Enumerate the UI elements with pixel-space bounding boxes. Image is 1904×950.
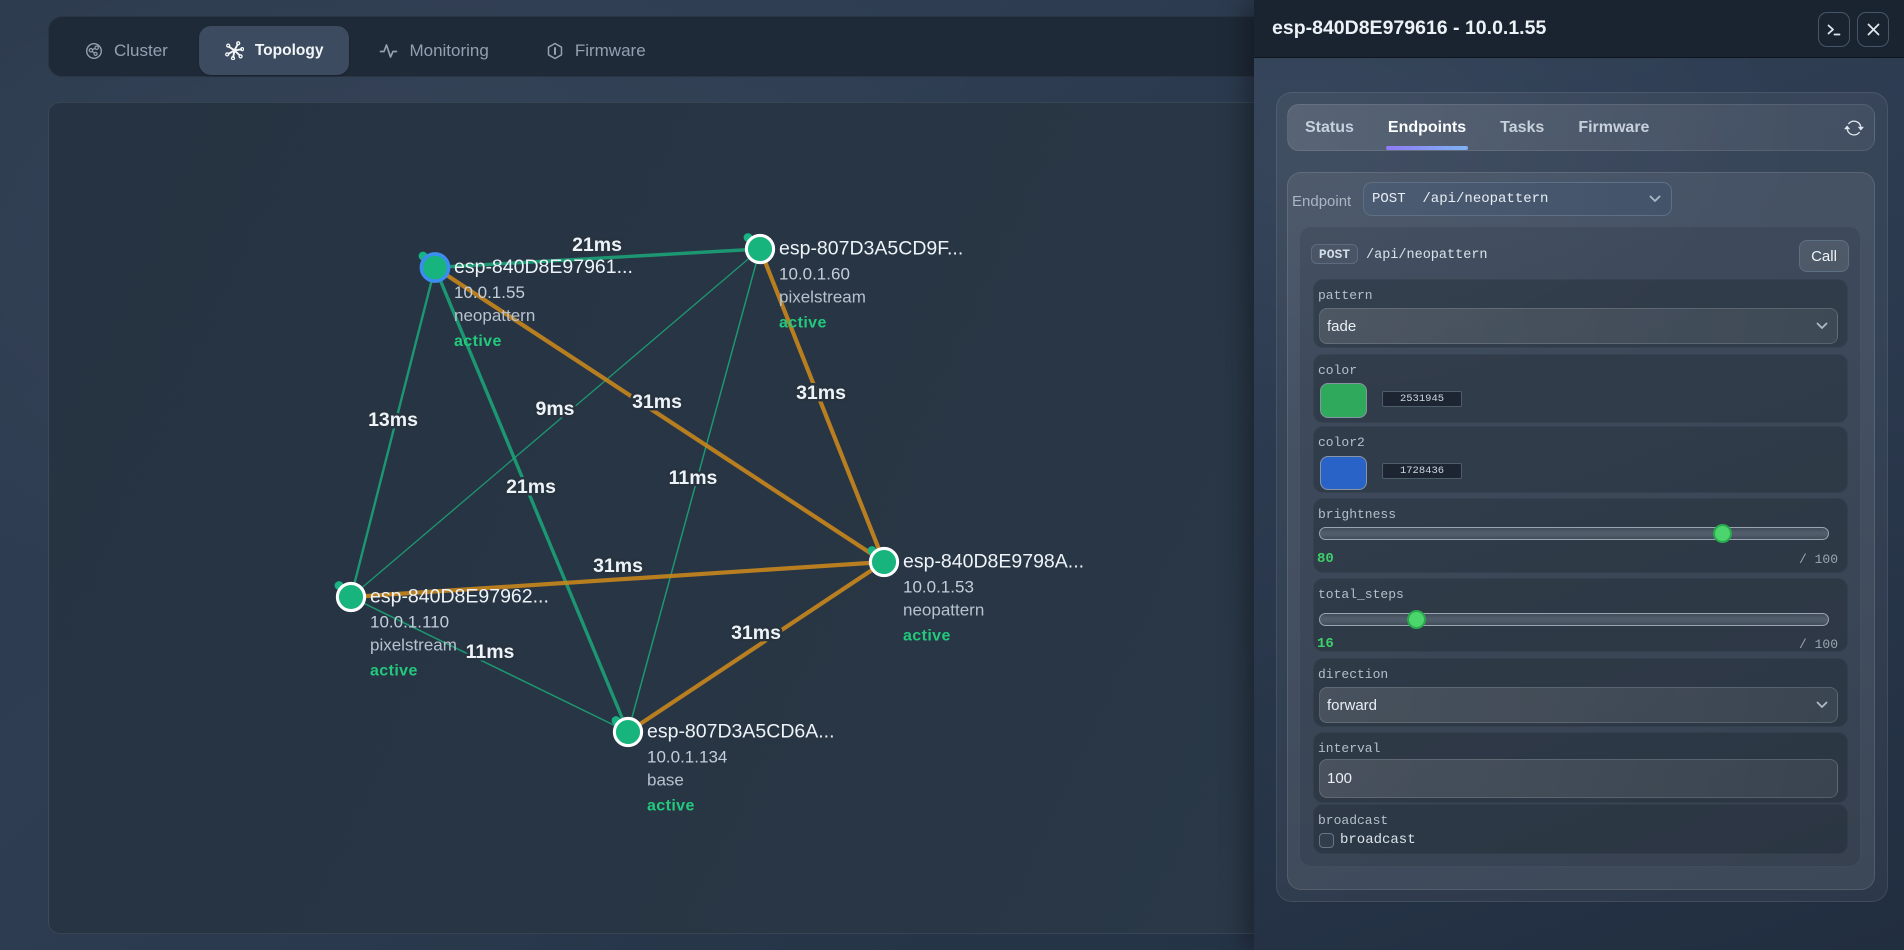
svg-text:active: active <box>370 663 418 680</box>
svg-text:base: base <box>647 771 684 790</box>
svg-text:esp-840D8E9798A...: esp-840D8E9798A... <box>903 551 1084 573</box>
svg-text:31ms: 31ms <box>731 622 781 644</box>
svg-text:esp-840D8E97962...: esp-840D8E97962... <box>370 586 549 608</box>
svg-text:13ms: 13ms <box>368 409 418 431</box>
svg-text:active: active <box>647 798 695 815</box>
svg-text:10.0.1.53: 10.0.1.53 <box>903 578 974 597</box>
svg-text:21ms: 21ms <box>572 234 622 256</box>
svg-text:11ms: 11ms <box>669 467 718 489</box>
svg-text:10.0.1.55: 10.0.1.55 <box>454 283 525 302</box>
svg-text:esp-807D3A5CD6A...: esp-807D3A5CD6A... <box>647 721 835 743</box>
svg-text:10.0.1.110: 10.0.1.110 <box>370 613 449 632</box>
svg-text:active: active <box>779 315 827 332</box>
svg-text:31ms: 31ms <box>632 391 682 413</box>
svg-text:10.0.1.60: 10.0.1.60 <box>779 265 850 284</box>
svg-text:esp-840D8E97961...: esp-840D8E97961... <box>454 256 633 278</box>
svg-text:9ms: 9ms <box>535 398 574 420</box>
svg-text:pixelstream: pixelstream <box>779 288 866 307</box>
svg-text:active: active <box>903 628 951 645</box>
svg-text:active: active <box>454 333 502 350</box>
svg-text:pixelstream: pixelstream <box>370 636 457 655</box>
svg-text:11ms: 11ms <box>466 641 515 663</box>
svg-text:neopattern: neopattern <box>454 306 535 325</box>
svg-text:31ms: 31ms <box>796 382 846 404</box>
svg-text:esp-807D3A5CD9F...: esp-807D3A5CD9F... <box>779 238 963 260</box>
svg-text:neopattern: neopattern <box>903 601 984 620</box>
svg-text:21ms: 21ms <box>506 476 556 498</box>
svg-text:10.0.1.134: 10.0.1.134 <box>647 748 727 767</box>
svg-text:31ms: 31ms <box>593 555 643 577</box>
